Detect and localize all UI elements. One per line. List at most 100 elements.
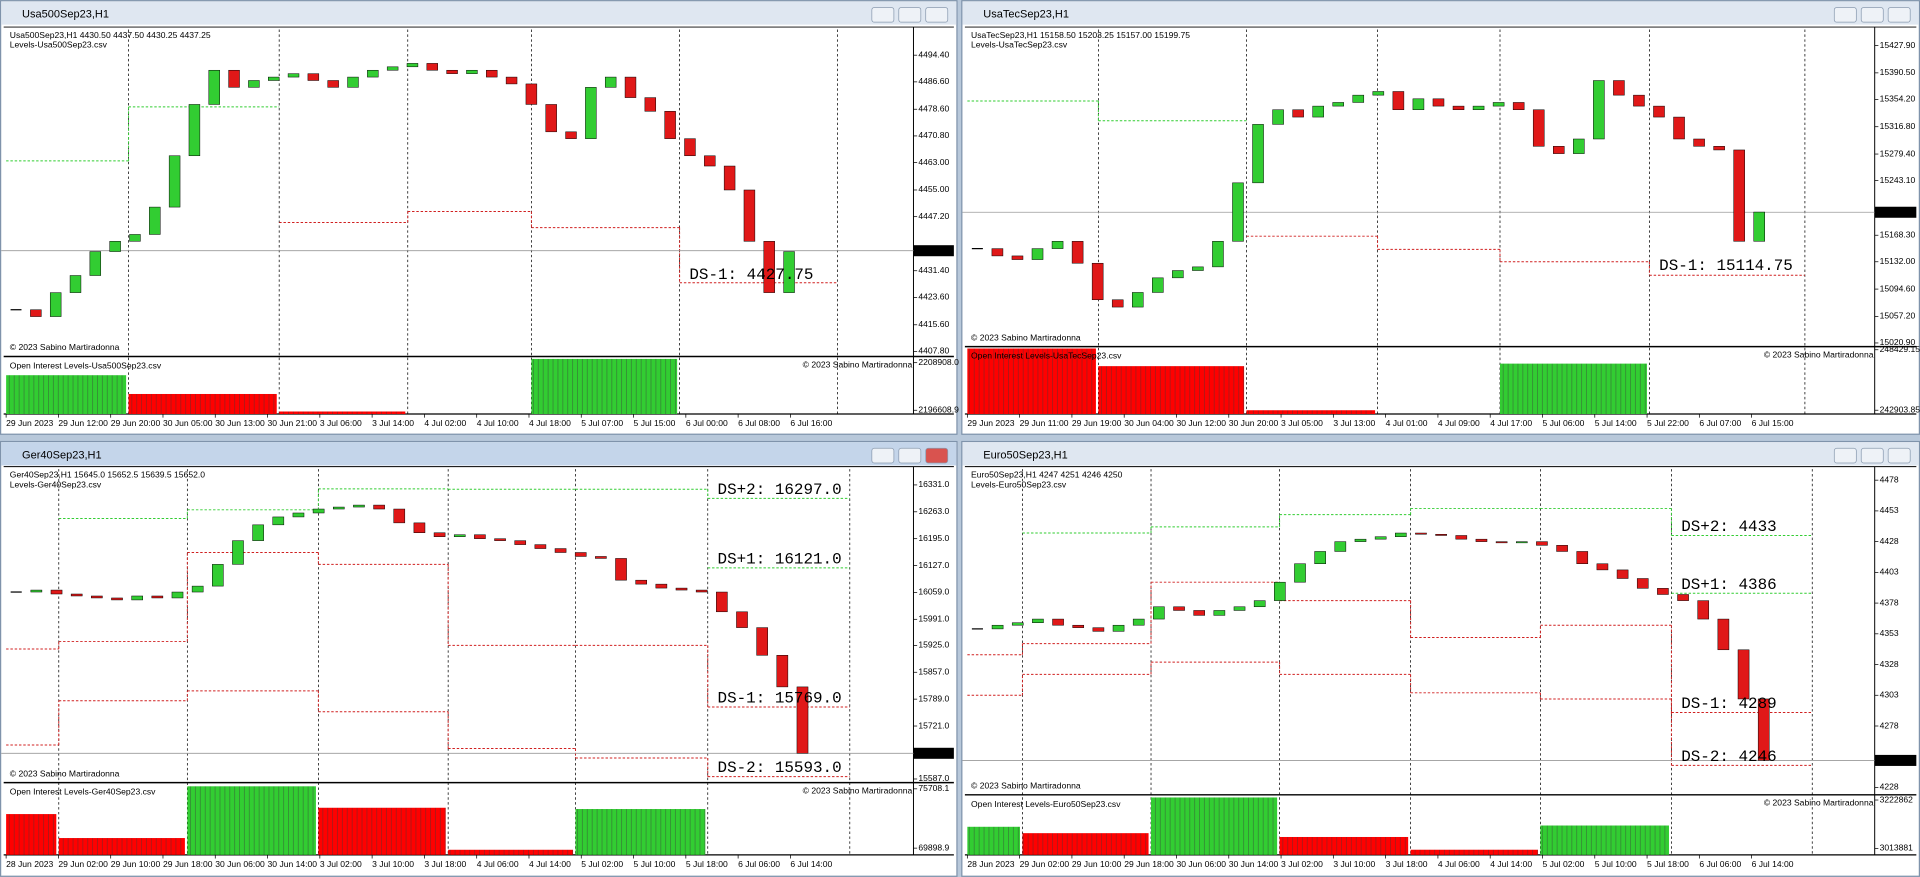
candle — [69, 275, 82, 293]
oi-copyright: © 2023 Sabino Martiradonna — [1764, 350, 1874, 360]
window-button[interactable] — [898, 7, 922, 23]
level-label: DS-1: 4289 — [1681, 695, 1776, 713]
candle — [446, 69, 458, 74]
x-tick-label: 4 Jul 09:00 — [1438, 418, 1480, 428]
candle — [1253, 600, 1266, 608]
y-tick-label: 4407.80 — [918, 346, 949, 356]
window-button[interactable] — [925, 7, 949, 23]
x-tick-label: 3 Jul 05:00 — [1281, 418, 1323, 428]
candle — [367, 69, 379, 78]
x-tick-label: 4 Jul 01:00 — [1386, 418, 1428, 428]
x-tick-label: 30 Jun 13:00 — [215, 418, 265, 428]
window-button[interactable] — [871, 447, 895, 464]
candle — [604, 76, 617, 88]
x-tick-label: 30 Jun 04:00 — [1124, 418, 1174, 428]
indicator-name: Levels-Euro50Sep23.csv — [971, 479, 1067, 489]
candle — [89, 251, 102, 276]
y-tick-label: 15857.0 — [918, 667, 949, 677]
candle — [109, 241, 121, 252]
y-tick-label: 242903.85 — [1880, 404, 1920, 414]
candle — [1132, 618, 1145, 626]
candle — [1613, 80, 1625, 96]
candle — [644, 97, 657, 112]
candle — [406, 63, 419, 68]
oi-bar — [448, 849, 574, 855]
candle — [1071, 241, 1084, 264]
x-tick-label: 5 Jul 10:00 — [634, 859, 676, 869]
candle — [1112, 624, 1125, 632]
x-tick-label: 6 Jul 08:00 — [738, 418, 780, 428]
y-tick-label: 15020.90 — [1880, 337, 1916, 347]
window-button[interactable] — [1860, 7, 1884, 23]
oi-bar — [967, 826, 1020, 855]
window-button[interactable] — [925, 447, 949, 464]
x-tick-label: 5 Jul 10:00 — [1595, 859, 1637, 869]
x-tick-label: 6 Jul 16:00 — [790, 418, 832, 428]
candle — [149, 206, 161, 235]
oi-bar — [279, 411, 406, 415]
window-button[interactable] — [1887, 7, 1911, 23]
candle — [1472, 105, 1485, 111]
y-tick-label: 2196608.9 — [918, 405, 959, 415]
candle — [1334, 541, 1347, 552]
candle — [212, 564, 224, 587]
x-tick-label: 4 Jul 06:00 — [477, 859, 519, 869]
info-text: Usa500Sep23,H1 4430.50 4437.50 4430.25 4… — [10, 30, 211, 40]
candle — [1515, 541, 1528, 544]
candle — [1312, 105, 1324, 118]
candle — [168, 155, 181, 208]
price-label: 15652.0 — [916, 748, 947, 758]
candle — [373, 504, 385, 510]
window-button[interactable] — [871, 7, 895, 23]
candle — [111, 597, 123, 601]
candle — [534, 544, 547, 549]
level-label: DS-1: 15114.75 — [1659, 257, 1793, 275]
window-button[interactable] — [898, 447, 922, 464]
copyright: © 2023 Sabino Martiradonna — [971, 781, 1081, 791]
window-title: Usa500Sep23,H1 — [22, 9, 109, 21]
candle — [1415, 532, 1427, 535]
candle — [776, 655, 789, 688]
x-tick-label: 3 Jul 18:00 — [1386, 859, 1428, 869]
candle — [129, 234, 141, 242]
candle — [413, 522, 426, 533]
candle — [1657, 588, 1669, 595]
oi-bar — [575, 809, 706, 855]
x-tick-label: 29 Jun 10:00 — [1072, 859, 1122, 869]
x-tick-label: 6 Jul 00:00 — [686, 418, 728, 428]
y-tick-label: 4423.60 — [918, 292, 949, 302]
y-tick-label: 15279.40 — [1880, 148, 1916, 158]
level-label: DS+1: 4386 — [1681, 576, 1776, 594]
x-tick-label: 29 Jun 19:00 — [1072, 418, 1122, 428]
oi-bar — [128, 393, 277, 415]
candle — [151, 595, 164, 599]
info-text: Ger40Sep23,H1 15645.0 15652.5 15639.5 15… — [10, 470, 205, 480]
candle — [1212, 241, 1224, 268]
candle — [131, 595, 143, 601]
y-tick-label: 3222862 — [1880, 794, 1914, 804]
oi-bar — [187, 786, 316, 855]
window-button[interactable] — [1860, 447, 1884, 464]
window-frame — [961, 440, 1920, 877]
candle — [433, 532, 446, 537]
candle — [1213, 610, 1226, 616]
x-tick-label: 3 Jul 14:00 — [372, 418, 414, 428]
window-button[interactable] — [1833, 7, 1857, 23]
x-tick-label: 4 Jul 14:00 — [1490, 859, 1532, 869]
candle — [1092, 627, 1105, 632]
y-tick-label: 15390.50 — [1880, 67, 1916, 77]
copyright: © 2023 Sabino Martiradonna — [10, 342, 120, 352]
candle — [1677, 594, 1689, 601]
candle — [1455, 535, 1468, 540]
candle — [232, 540, 244, 565]
candle — [1032, 618, 1044, 623]
candle — [1131, 292, 1144, 308]
y-tick-label: 15354.20 — [1880, 94, 1916, 104]
candle — [545, 104, 557, 133]
window-button[interactable] — [1833, 447, 1857, 464]
candle — [565, 131, 577, 139]
candle — [1233, 606, 1246, 611]
candle — [208, 69, 220, 105]
window-button[interactable] — [1887, 447, 1911, 464]
